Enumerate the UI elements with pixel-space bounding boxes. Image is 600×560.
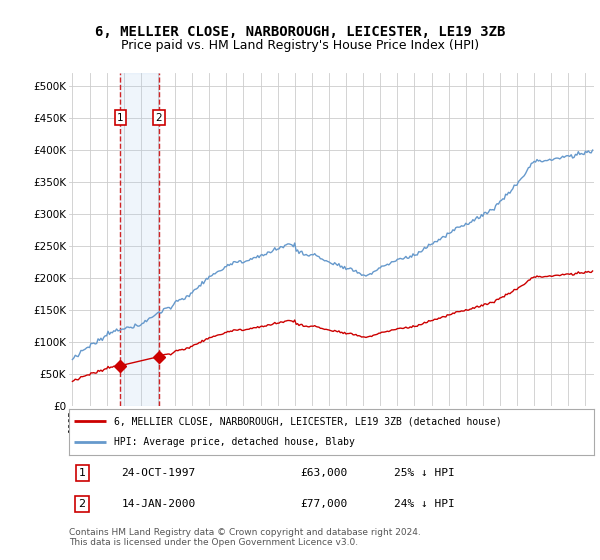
Text: 1: 1 <box>79 468 86 478</box>
Bar <box>121 73 158 406</box>
Text: 24-OCT-1997: 24-OCT-1997 <box>121 468 196 478</box>
Text: Contains HM Land Registry data © Crown copyright and database right 2024.
This d: Contains HM Land Registry data © Crown c… <box>69 528 421 547</box>
Text: 24% ↓ HPI: 24% ↓ HPI <box>395 500 455 509</box>
Text: 2: 2 <box>79 500 86 509</box>
Text: 6, MELLIER CLOSE, NARBOROUGH, LEICESTER, LE19 3ZB (detached house): 6, MELLIER CLOSE, NARBOROUGH, LEICESTER,… <box>113 416 502 426</box>
Text: 6, MELLIER CLOSE, NARBOROUGH, LEICESTER, LE19 3ZB: 6, MELLIER CLOSE, NARBOROUGH, LEICESTER,… <box>95 25 505 39</box>
Text: £63,000: £63,000 <box>300 468 347 478</box>
Text: 25% ↓ HPI: 25% ↓ HPI <box>395 468 455 478</box>
Text: 2: 2 <box>155 113 162 123</box>
Text: Price paid vs. HM Land Registry's House Price Index (HPI): Price paid vs. HM Land Registry's House … <box>121 39 479 52</box>
Text: HPI: Average price, detached house, Blaby: HPI: Average price, detached house, Blab… <box>113 437 355 447</box>
Text: 14-JAN-2000: 14-JAN-2000 <box>121 500 196 509</box>
Text: 1: 1 <box>117 113 124 123</box>
Text: £77,000: £77,000 <box>300 500 347 509</box>
